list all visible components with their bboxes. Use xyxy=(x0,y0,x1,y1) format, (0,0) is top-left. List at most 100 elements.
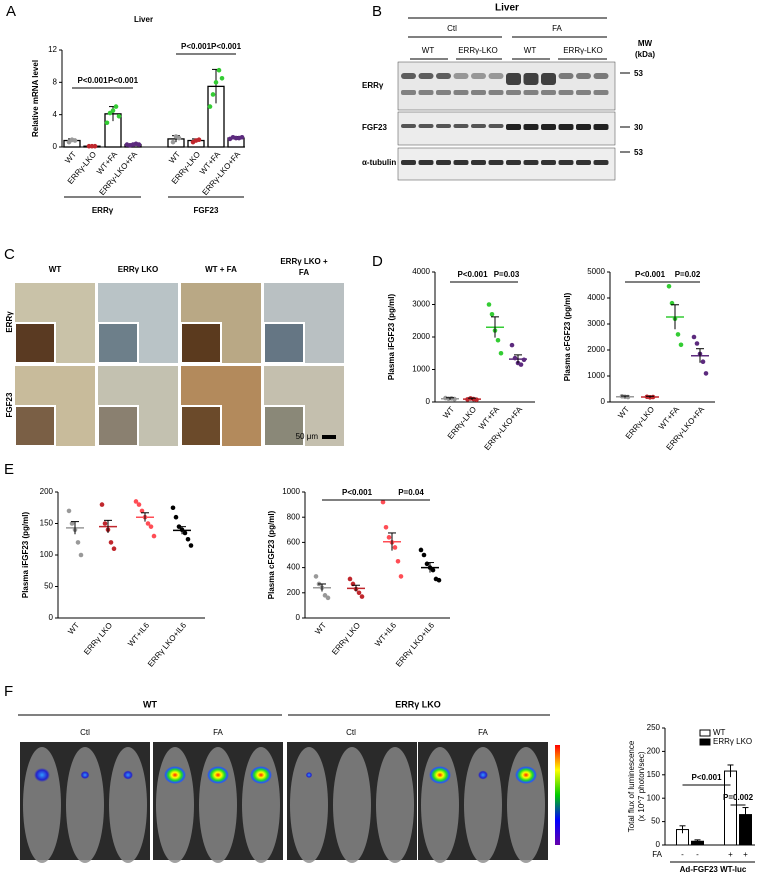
y-tick-label: 5000 xyxy=(587,267,605,276)
annotation: P<0.001 xyxy=(457,270,488,279)
annotation: P=0.04 xyxy=(398,488,424,497)
annotation: P<0.001 xyxy=(635,270,666,279)
group-label: WT xyxy=(143,699,157,709)
band xyxy=(453,90,469,95)
annotation: P<0.001 xyxy=(181,42,212,51)
annotation: P<0.001 xyxy=(108,76,139,85)
data-point xyxy=(386,535,392,540)
signal xyxy=(34,768,50,782)
band xyxy=(401,73,416,79)
band xyxy=(576,90,591,95)
column-label: ERRγ LKO xyxy=(118,265,158,274)
signal xyxy=(429,766,451,784)
row-label: ERRγ xyxy=(362,81,384,90)
data-point xyxy=(170,139,176,145)
annotation: P<0.001 xyxy=(211,42,242,51)
band xyxy=(488,90,504,95)
data-point xyxy=(359,594,365,599)
band xyxy=(418,73,434,79)
y-axis-label: Plasma iFGF23 (pg/ml) xyxy=(387,294,396,381)
band xyxy=(436,73,451,79)
animal xyxy=(507,747,545,863)
signal xyxy=(515,766,537,784)
x-tick-label: + xyxy=(728,850,733,859)
data-point xyxy=(392,545,398,550)
data-point xyxy=(691,334,697,340)
y-tick-label: 1000 xyxy=(587,371,605,380)
x-tick-label: ERRγ LKO+IL6 xyxy=(146,620,189,668)
band xyxy=(418,90,434,95)
data-point xyxy=(489,311,495,317)
data-point xyxy=(148,524,154,529)
y-axis-label: Relative mRNA level xyxy=(31,60,40,137)
x-tick-label: WT xyxy=(63,150,78,165)
y-tick-label: 2000 xyxy=(587,345,605,354)
bar xyxy=(724,770,737,846)
group-label: ERRγ xyxy=(92,206,114,215)
animal xyxy=(242,747,280,863)
y-tick-label: 4 xyxy=(53,110,58,119)
column-label: WT + FA xyxy=(205,265,237,274)
data-point xyxy=(104,120,110,126)
animal xyxy=(421,747,459,863)
data-point xyxy=(700,359,706,365)
y-tick-label: 0 xyxy=(296,613,301,622)
band xyxy=(471,160,486,165)
y-tick-label: 4000 xyxy=(587,293,605,302)
animal xyxy=(199,747,237,863)
data-point xyxy=(136,502,142,507)
x-tick-label: WT xyxy=(66,621,81,636)
signal xyxy=(305,772,313,778)
data-point xyxy=(182,530,188,536)
inset xyxy=(180,322,222,364)
data-point xyxy=(421,552,427,558)
band xyxy=(523,90,539,95)
panel-label: D xyxy=(372,253,383,270)
band xyxy=(471,124,486,128)
imaging-panel: WT ERRγ LKO Ctl FA Ctl FA xyxy=(18,699,560,863)
band xyxy=(541,90,556,95)
data-point xyxy=(188,543,194,548)
scale-bar xyxy=(322,435,336,439)
animal xyxy=(109,747,147,863)
chart-title: Liver xyxy=(134,15,153,24)
data-point xyxy=(176,135,182,141)
column-label: WT xyxy=(49,265,62,274)
data-point xyxy=(216,67,222,73)
y-tick-label: 200 xyxy=(287,588,301,597)
footnote: Ad-FGF23 WT-luc xyxy=(680,865,747,874)
ihc-panel: WT ERRγ LKO WT + FA ERRγ LKO + FA ERRγ F… xyxy=(5,257,344,447)
band xyxy=(401,124,416,128)
x-tick-label: WT+IL6 xyxy=(373,620,398,648)
data-point xyxy=(139,508,145,514)
mw-marker: 53 xyxy=(634,69,643,78)
data-point xyxy=(322,593,328,598)
panel-label: F xyxy=(4,683,13,700)
data-point xyxy=(495,337,501,343)
mw-header: (kDa) xyxy=(635,50,655,59)
annotation: P<0.001 xyxy=(691,773,722,782)
y-tick-label: 0 xyxy=(656,840,661,849)
annotation: P=0.02 xyxy=(675,270,701,279)
row-label: α-tubulin xyxy=(362,158,396,167)
y-axis-label: Plasma iFGF23 (pg/ml) xyxy=(21,512,30,599)
x-tick-label: - xyxy=(681,850,684,859)
data-point xyxy=(239,135,245,140)
band xyxy=(506,160,521,165)
band xyxy=(593,124,609,130)
band xyxy=(488,73,504,79)
y-tick-label: 0 xyxy=(426,397,431,406)
lane-label: ERRγ-LKO xyxy=(563,46,603,55)
column-label: FA xyxy=(213,728,223,737)
micrographs xyxy=(14,283,344,447)
annotation: P<0.001 xyxy=(342,488,373,497)
x-tick-label: + xyxy=(743,850,748,859)
data-point xyxy=(418,547,424,553)
band xyxy=(453,124,469,128)
row-label: ERRγ xyxy=(5,311,14,333)
y-tick-label: 800 xyxy=(287,512,301,521)
y-tick-label: 50 xyxy=(651,817,660,826)
legend-label: WT xyxy=(713,728,726,737)
data-point xyxy=(210,92,216,97)
